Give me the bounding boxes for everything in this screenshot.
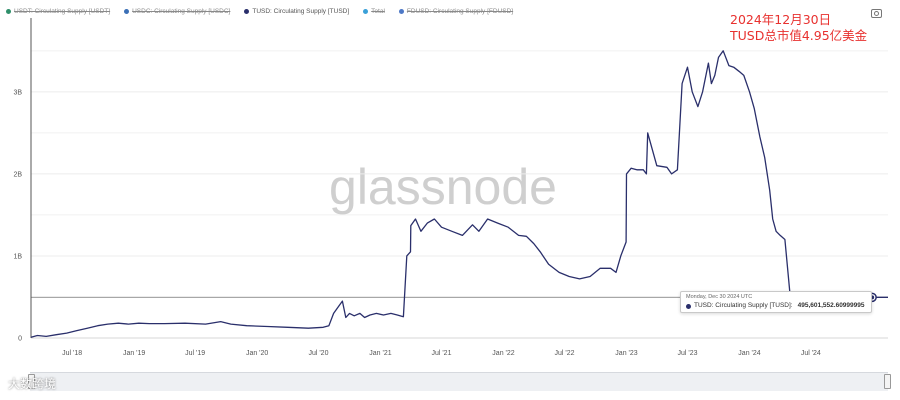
x-tick-label: Jan '21	[369, 350, 391, 357]
x-tick-label: Jul '22	[554, 350, 574, 357]
chart-annotation: 2024年12月30日 TUSD总市值4.95亿美金	[730, 12, 867, 44]
legend-dot	[398, 9, 404, 14]
y-tick-label: 0	[18, 336, 22, 343]
legend-dot	[124, 9, 130, 14]
legend-item[interactable]: USDC: Circulating Supply [USDC]	[124, 8, 230, 15]
x-tick-label: Jan '20	[246, 350, 268, 357]
tooltip: Monday, Dec 30 2024 UTC TUSD: Circulatin…	[680, 291, 872, 313]
y-tick-label: 1B	[13, 253, 22, 260]
legend-dot	[363, 9, 369, 14]
watermark: glassnode	[329, 159, 557, 215]
legend-item[interactable]: FDUSD: Circulating Supply [FDUSD]	[398, 8, 514, 15]
annotation-date: 2024年12月30日	[730, 12, 832, 27]
brand-watermark: 大数跨境	[8, 377, 57, 391]
legend-label: FDUSD: Circulating Supply [FDUSD]	[406, 8, 514, 15]
navigator-left-handle[interactable]	[28, 374, 35, 389]
legend-label: USDC: Circulating Supply [USDC]	[132, 8, 231, 15]
legend-label: TUSD: Circulating Supply [TUSD]	[252, 8, 350, 15]
tooltip-series-label: TUSD: Circulating Supply [TUSD]:	[694, 302, 793, 309]
annotation-value: TUSD总市值4.95亿美金	[730, 28, 868, 43]
y-axis: 0 1B 2B 3B	[13, 89, 22, 342]
x-tick-label: Jul '21	[431, 350, 451, 357]
x-tick-label: Jan '19	[123, 350, 145, 357]
legend-item[interactable]: Total	[363, 8, 385, 15]
y-tick-label: 2B	[13, 171, 22, 178]
tooltip-series-dot	[686, 303, 691, 309]
chart-legend: USDT: Circulating Supply [USDT] USDC: Cir…	[6, 8, 513, 15]
x-tick-label: Jul '19	[185, 350, 205, 357]
x-tick-label: Jan '24	[738, 350, 760, 357]
x-tick-label: Jul '20	[308, 350, 328, 357]
legend-dot	[244, 9, 250, 14]
series-line	[30, 50, 888, 338]
legend-label: Total	[371, 8, 385, 15]
x-tick-label: Jul '23	[677, 350, 697, 357]
legend-item[interactable]: TUSD: Circulating Supply [TUSD]	[244, 8, 349, 15]
legend-item[interactable]: USDT: Circulating Supply [USDT]	[6, 8, 110, 15]
tooltip-value: 495,601,552.60999995	[797, 302, 865, 309]
x-tick-label: Jan '22	[492, 350, 514, 357]
range-navigator[interactable]	[30, 372, 888, 391]
x-tick-label: Jan '23	[615, 350, 637, 357]
x-tick-label: Jul '24	[801, 350, 821, 357]
x-axis: Jul '18 Jan '19 Jul '19 Jan '20 Jul '20 Jan '…	[62, 350, 821, 357]
camera-icon[interactable]	[871, 9, 882, 18]
y-tick-label: 3B	[13, 89, 22, 96]
legend-label: USDT: Circulating Supply [USDT]	[14, 8, 111, 15]
legend-dot	[6, 9, 11, 14]
navigator-right-handle[interactable]	[884, 374, 891, 389]
x-tick-label: Jul '18	[62, 350, 82, 357]
tooltip-date: Monday, Dec 30 2024 UTC	[686, 294, 753, 300]
